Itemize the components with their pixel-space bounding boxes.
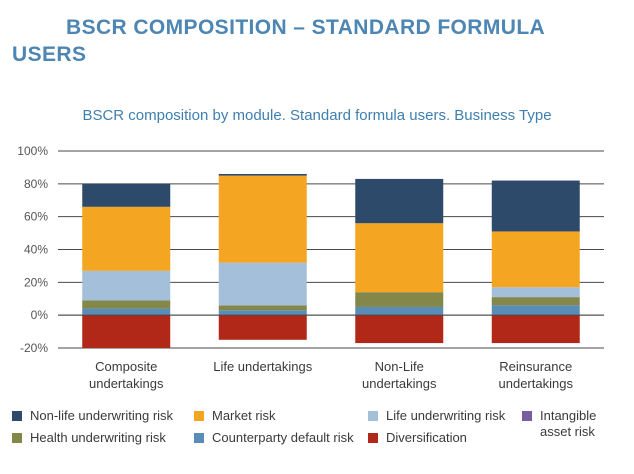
y-tick-label: 80% — [24, 177, 48, 191]
bar-segment-non-life-underwriting-risk — [218, 173, 307, 176]
legend-swatch — [194, 411, 204, 421]
bar-segment-market-risk — [82, 206, 171, 271]
legend-swatch — [12, 411, 22, 421]
x-category-label: undertakings — [89, 376, 164, 391]
legend-item-health-underwriting-risk: Health underwriting risk — [12, 430, 166, 446]
legend-item-counterparty-default-risk: Counterparty default risk — [194, 430, 354, 446]
x-category-label: Non-Life — [375, 359, 424, 374]
legend-label: Non-life underwriting risk — [30, 408, 174, 423]
bar-segment-counterparty-default-risk — [82, 308, 171, 316]
x-category-label: Life undertakings — [213, 359, 313, 374]
y-tick-label: 40% — [24, 243, 48, 257]
bar-segment-market-risk — [355, 223, 444, 293]
legend-item-non-life-underwriting-risk: Non-life underwriting risk — [12, 408, 173, 424]
x-category-label: Reinsurance — [499, 359, 572, 374]
legend-label-line: asset risk — [540, 424, 595, 439]
y-tick-label: 100% — [17, 144, 48, 158]
bar-segment-counterparty-default-risk — [491, 305, 580, 316]
legend-label: Life underwriting risk — [386, 408, 506, 423]
bar-segment-life-underwriting-risk — [82, 270, 171, 301]
legend-label-line: Intangible — [540, 408, 597, 423]
bar-segment-life-underwriting-risk — [218, 262, 307, 306]
bar-segment-diversification — [82, 315, 171, 348]
chart-legend: Non-life underwriting risk Market risk L… — [12, 404, 627, 470]
bar-segment-non-life-underwriting-risk — [355, 178, 444, 224]
y-tick-label: 0% — [31, 308, 49, 322]
legend-label: Health underwriting risk — [30, 430, 166, 445]
legend-swatch — [12, 433, 22, 443]
legend-swatch — [368, 411, 378, 421]
legend-item-market-risk: Market risk — [194, 408, 276, 424]
legend-label: Diversification — [386, 430, 467, 445]
bar-segment-market-risk — [491, 231, 580, 288]
legend-label: Market risk — [212, 408, 276, 423]
bar-segment-health-underwriting-risk — [82, 300, 171, 309]
legend-item-intangible-asset-risk: Intangible asset risk — [522, 408, 596, 440]
page-title: BSCR COMPOSITION – STANDARD FORMULA USER… — [12, 16, 545, 66]
y-tick-label: 20% — [24, 275, 48, 289]
bar-segment-counterparty-default-risk — [355, 306, 444, 316]
bar-segment-non-life-underwriting-risk — [82, 183, 171, 207]
bar-segment-diversification — [355, 315, 444, 344]
y-tick-label: -20% — [20, 341, 48, 355]
legend-item-life-underwriting-risk: Life underwriting risk — [368, 408, 505, 424]
legend-swatch — [522, 411, 532, 421]
bar-segment-life-underwriting-risk — [491, 287, 580, 298]
legend-item-diversification: Diversification — [368, 430, 467, 446]
bar-segment-health-underwriting-risk — [218, 305, 307, 311]
x-category-label: undertakings — [499, 376, 574, 391]
legend-label-multiline: Intangible asset risk — [540, 408, 596, 440]
bar-segment-counterparty-default-risk — [218, 310, 307, 316]
bar-segment-diversification — [218, 315, 307, 340]
legend-swatch — [194, 433, 204, 443]
legend-label: Counterparty default risk — [212, 430, 354, 445]
chart-title: BSCR composition by module. Standard for… — [82, 107, 552, 124]
stacked-bar-chart: 100% 80% 60% 40% 20% 0% -20% Composite undertaki… — [17, 144, 604, 391]
legend-swatch — [368, 433, 378, 443]
x-category-label: Composite — [95, 359, 157, 374]
bar-segment-non-life-underwriting-risk — [491, 180, 580, 232]
x-category-label: undertakings — [362, 376, 437, 391]
y-tick-label: 60% — [24, 210, 48, 224]
bar-segment-market-risk — [218, 175, 307, 263]
bar-segment-health-underwriting-risk — [355, 292, 444, 307]
bar-segment-health-underwriting-risk — [491, 297, 580, 306]
bar-segment-diversification — [491, 315, 580, 344]
